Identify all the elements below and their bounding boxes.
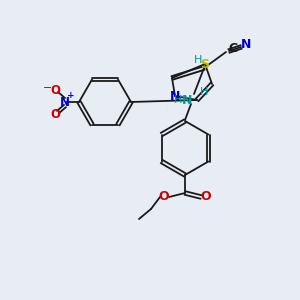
Text: O: O [159,190,169,203]
Text: +: + [67,92,75,100]
Text: N: N [170,89,180,103]
Text: O: O [50,83,60,97]
Text: C: C [228,43,238,56]
Text: N: N [60,95,70,109]
Text: H: H [174,95,182,105]
Text: −: − [43,83,53,93]
Text: O: O [50,107,60,121]
Text: O: O [201,190,211,203]
Text: H: H [200,87,208,97]
Text: S: S [200,58,209,70]
Text: H: H [194,55,202,65]
Text: N: N [241,38,251,52]
Text: N: N [182,94,192,106]
